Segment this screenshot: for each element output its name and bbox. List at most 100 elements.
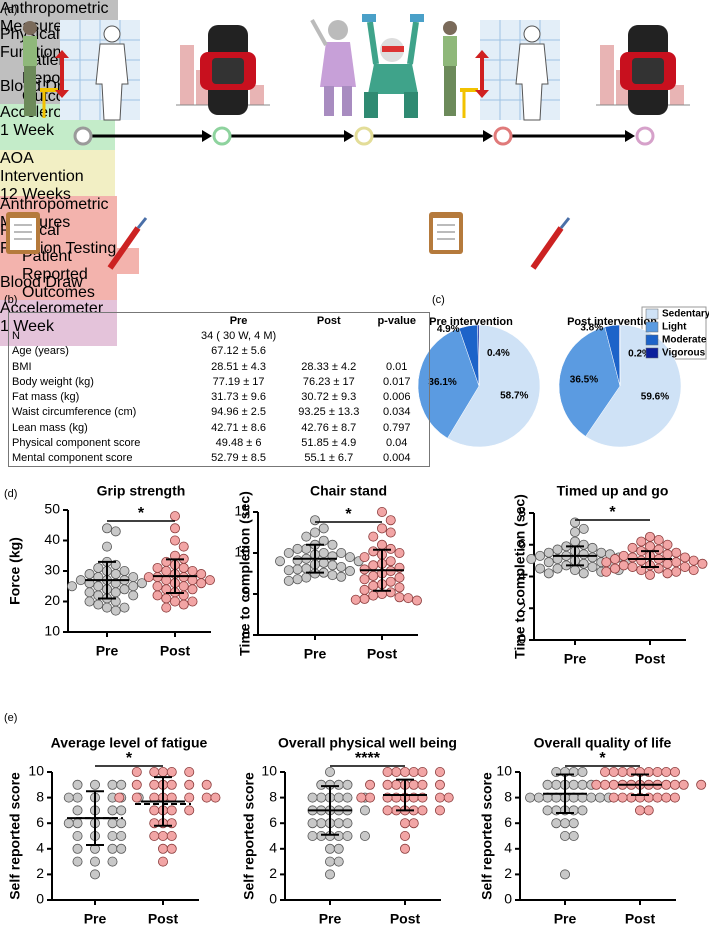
table-cell: 77.19 ± 17 bbox=[212, 375, 265, 388]
y-tick-label: 4 bbox=[504, 840, 512, 856]
sd-bar bbox=[641, 550, 659, 568]
table-cell: 0.01 bbox=[386, 360, 408, 373]
data-point bbox=[368, 590, 379, 601]
y-tick-label: 6 bbox=[504, 814, 512, 830]
data-point bbox=[119, 566, 130, 577]
data-point bbox=[107, 779, 118, 790]
chart-title: Average level of fatigue bbox=[51, 735, 208, 751]
data-point bbox=[645, 531, 656, 542]
pie-slice bbox=[618, 324, 621, 387]
arrowheads bbox=[202, 130, 635, 142]
data-point bbox=[157, 843, 168, 854]
data-point bbox=[697, 558, 708, 569]
table-cell: 55.1 ± 6.7 bbox=[304, 452, 354, 465]
table-cell: 34 ( 30 W, 4 M) bbox=[200, 329, 277, 342]
pie-title: Post intervention bbox=[567, 316, 657, 328]
data-point bbox=[90, 869, 101, 880]
chart-title: Chair stand bbox=[310, 483, 387, 499]
data-point bbox=[636, 536, 647, 547]
table-row: Lean mass (kg) 42.71 ± 8.6 42.76 ± 8.7 0.79… bbox=[9, 420, 430, 435]
data-point bbox=[570, 565, 581, 576]
table-cell: 28.33 ± 4.2 bbox=[301, 360, 357, 373]
panel-label: (d) bbox=[4, 488, 17, 500]
data-point bbox=[149, 831, 160, 842]
panel-label: (a) bbox=[4, 4, 17, 16]
data-point bbox=[166, 767, 177, 778]
data-point bbox=[594, 792, 605, 803]
sd-bar bbox=[556, 773, 574, 814]
panel-label: (e) bbox=[4, 712, 17, 724]
data-point bbox=[635, 805, 646, 816]
data-point bbox=[552, 563, 563, 574]
legend-label: Light bbox=[662, 322, 687, 333]
y-axis-label: Self reported score bbox=[241, 772, 257, 900]
data-point bbox=[187, 584, 198, 595]
data-point bbox=[275, 556, 286, 567]
data-point bbox=[187, 566, 198, 577]
data-point bbox=[316, 792, 327, 803]
data-point bbox=[169, 523, 180, 534]
data-point bbox=[307, 818, 318, 829]
data-point bbox=[570, 527, 581, 538]
pie-title: Pre intervention bbox=[429, 316, 513, 328]
data-point bbox=[327, 560, 338, 571]
header-cell: Post bbox=[316, 314, 341, 327]
data-point bbox=[110, 569, 121, 580]
data-point bbox=[324, 843, 335, 854]
y-tick-label: 6 bbox=[36, 814, 44, 830]
data-point bbox=[365, 779, 376, 790]
data-point bbox=[333, 856, 344, 867]
data-point bbox=[107, 856, 118, 867]
data-point bbox=[394, 548, 405, 559]
y-tick-label: 0 bbox=[518, 631, 526, 647]
header-cell bbox=[9, 313, 184, 329]
pie-label: 36.1% bbox=[428, 377, 456, 388]
table-cell: Age (years) bbox=[12, 345, 69, 358]
data-point bbox=[161, 593, 172, 604]
data-point bbox=[283, 565, 294, 576]
data-point bbox=[394, 582, 405, 593]
data-point bbox=[618, 550, 629, 561]
data-point bbox=[333, 779, 344, 790]
table-row: N 34 ( 30 W, 4 M) bbox=[9, 328, 430, 343]
data-point bbox=[391, 767, 402, 778]
data-point bbox=[93, 599, 104, 610]
data-point bbox=[408, 767, 419, 778]
data-point bbox=[359, 574, 370, 585]
data-point bbox=[342, 831, 353, 842]
data-point bbox=[669, 779, 680, 790]
data-point bbox=[161, 602, 172, 613]
y-axis-label: Force (kg) bbox=[7, 537, 23, 605]
data-point bbox=[333, 843, 344, 854]
chart-title: Overall quality of life bbox=[534, 735, 672, 751]
panel-label: (b) bbox=[4, 294, 17, 306]
data-point bbox=[116, 818, 127, 829]
sd-bar bbox=[566, 545, 584, 567]
panel-label: (c) bbox=[432, 294, 445, 306]
y-tick-label: 8 bbox=[36, 788, 44, 804]
y-tick-label: 8 bbox=[518, 504, 526, 520]
data-point bbox=[535, 550, 546, 561]
x-tick-label: Pre bbox=[96, 643, 119, 659]
data-point bbox=[662, 549, 673, 560]
data-point bbox=[307, 792, 318, 803]
data-point bbox=[184, 792, 195, 803]
data-point bbox=[560, 818, 571, 829]
data-point bbox=[417, 767, 428, 778]
data-point bbox=[72, 779, 83, 790]
data-point bbox=[75, 575, 86, 586]
data-point bbox=[394, 572, 405, 583]
data-point bbox=[336, 561, 347, 572]
data-point bbox=[600, 779, 611, 790]
data-point bbox=[107, 805, 118, 816]
x-tick-label: Pre bbox=[304, 646, 327, 662]
data-point bbox=[128, 572, 139, 583]
data-point bbox=[365, 792, 376, 803]
table-row: Mental component score 52.79 ± 8.5 55.1 ± … bbox=[9, 451, 430, 467]
y-tick-label: 4 bbox=[518, 567, 526, 583]
table-cell: 28.51 ± 4.3 bbox=[211, 360, 267, 373]
chart-title: Grip strength bbox=[97, 483, 186, 499]
data-point bbox=[586, 792, 597, 803]
y-tick-label: 10 bbox=[496, 763, 512, 779]
data-point bbox=[318, 523, 329, 534]
